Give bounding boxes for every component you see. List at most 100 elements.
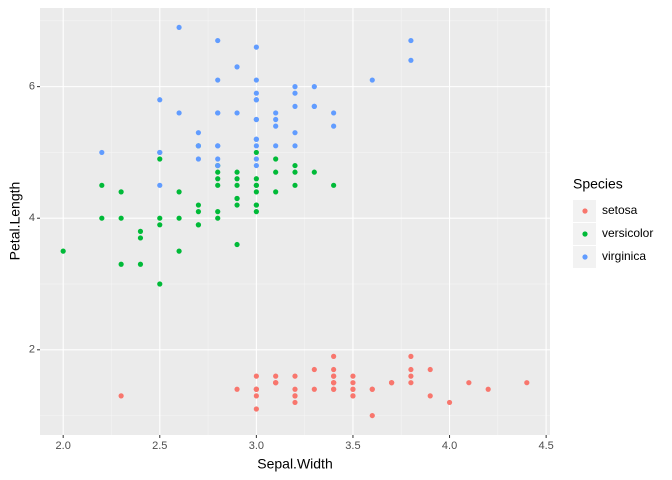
point (273, 110, 279, 116)
point (60, 248, 66, 254)
point (311, 366, 317, 373)
point (234, 176, 240, 182)
point (195, 209, 202, 215)
point (176, 189, 182, 195)
point (273, 123, 279, 129)
point (292, 182, 298, 188)
point (253, 373, 259, 379)
point (234, 110, 240, 116)
point (99, 182, 105, 188)
point (273, 380, 279, 386)
point (253, 149, 259, 156)
point (253, 162, 259, 169)
point (292, 162, 298, 169)
point (273, 116, 279, 123)
point (176, 248, 182, 254)
point (331, 373, 337, 379)
point (176, 110, 182, 116)
point (215, 182, 221, 188)
point (408, 57, 414, 63)
x-tick-label: 4.5 (538, 440, 553, 452)
point (253, 116, 259, 123)
point (215, 143, 221, 149)
point (331, 380, 337, 386)
point (234, 169, 240, 175)
x-tick-label: 3.5 (345, 440, 360, 452)
point (215, 77, 221, 83)
x-axis-title: Sepal.Width (257, 456, 332, 472)
point (408, 366, 414, 373)
point (408, 353, 414, 359)
point (292, 90, 298, 96)
point (427, 366, 433, 373)
point (234, 386, 240, 392)
legend-key (582, 231, 588, 237)
point (215, 215, 221, 221)
point (292, 103, 298, 109)
point (195, 156, 202, 162)
point (311, 84, 317, 90)
point (234, 64, 240, 70)
point (215, 176, 221, 182)
point (292, 399, 298, 406)
point (157, 156, 163, 162)
point (253, 393, 259, 399)
point (524, 380, 530, 386)
point (176, 24, 182, 31)
point (292, 373, 298, 379)
point (176, 215, 182, 221)
legend-key (582, 254, 588, 260)
point (118, 393, 124, 399)
point (234, 182, 240, 188)
point (253, 386, 259, 392)
point (195, 202, 202, 208)
point (350, 380, 356, 386)
point (311, 386, 317, 392)
legend-key (582, 208, 588, 214)
point (427, 393, 433, 399)
point (253, 202, 259, 208)
point (485, 386, 491, 392)
point (215, 169, 221, 175)
point (273, 189, 279, 195)
point (273, 169, 279, 175)
point (234, 241, 240, 248)
point (273, 373, 279, 379)
point (253, 189, 259, 195)
point (253, 209, 259, 215)
point (292, 130, 298, 136)
point (388, 380, 395, 386)
y-tick-label: 4 (29, 212, 35, 224)
point (292, 169, 298, 175)
point (215, 209, 221, 215)
point (118, 189, 124, 195)
point (234, 195, 240, 202)
point (369, 77, 375, 83)
legend-label: versicolor (602, 226, 653, 240)
point (137, 261, 144, 267)
x-tick-label: 3.0 (249, 440, 264, 452)
point (253, 182, 259, 188)
point (350, 373, 356, 379)
point (195, 222, 202, 228)
point (157, 222, 163, 228)
point (331, 182, 337, 188)
y-tick-label: 2 (29, 344, 35, 356)
point (292, 386, 298, 392)
point (137, 228, 144, 234)
point (195, 130, 202, 136)
point (215, 162, 221, 169)
x-tick-label: 4.0 (442, 440, 457, 452)
point (157, 182, 163, 188)
legend-label: setosa (602, 203, 638, 217)
point (292, 84, 298, 90)
point (157, 281, 163, 287)
point (253, 406, 259, 412)
point (408, 373, 414, 379)
point (253, 97, 259, 103)
point (157, 97, 163, 103)
y-tick-label: 6 (29, 81, 35, 93)
point (215, 110, 221, 116)
point (118, 261, 124, 267)
